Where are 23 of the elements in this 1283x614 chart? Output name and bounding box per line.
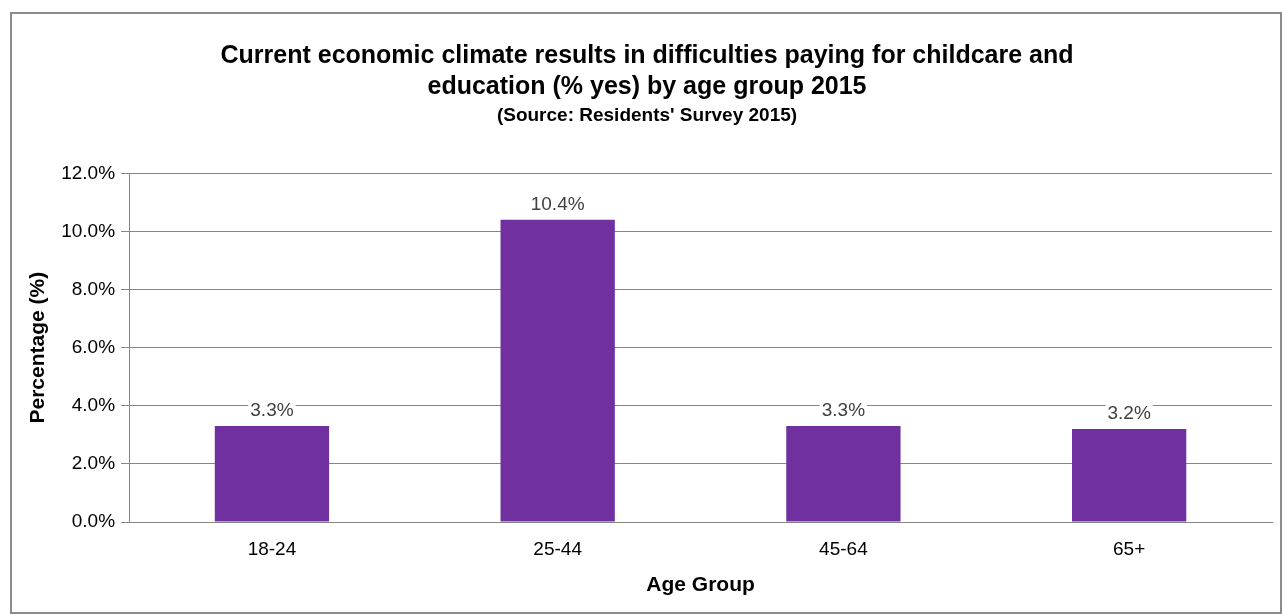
data-label: 3.3% bbox=[250, 398, 294, 420]
bar bbox=[214, 426, 330, 522]
data-label: 3.3% bbox=[821, 398, 866, 420]
bar bbox=[786, 426, 901, 522]
y-tick-label: 10.0% bbox=[61, 219, 116, 241]
bar bbox=[500, 219, 615, 522]
chart-title: Current economic climate results in difficulties paying for childcare and education (% yes) by age group 2015 bbox=[220, 39, 1074, 99]
y-tick-label: 0.0% bbox=[71, 510, 116, 532]
y-tick-label: 2.0% bbox=[71, 452, 116, 474]
y-tick-label: 12.0% bbox=[61, 161, 116, 183]
bar bbox=[1071, 429, 1187, 522]
x-tick-label: 18-24 bbox=[247, 537, 297, 559]
chart-subtitle: (Source: Residents' Survey 2015) bbox=[496, 104, 798, 126]
x-tick-label: 45-64 bbox=[819, 537, 869, 559]
y-tick-label: 4.0% bbox=[71, 394, 116, 415]
data-label: 10.4% bbox=[530, 192, 585, 214]
y-tick-label: 6.0% bbox=[71, 335, 116, 357]
y-tick-label: 8.0% bbox=[71, 277, 116, 299]
x-tick-label: 25-44 bbox=[533, 537, 583, 559]
x-tick-label: 65+ bbox=[1113, 537, 1146, 559]
x-axis-title: Age Group bbox=[646, 572, 755, 596]
data-label: 3.2% bbox=[1107, 401, 1151, 423]
y-axis-title: Percentage (%) bbox=[25, 271, 49, 424]
